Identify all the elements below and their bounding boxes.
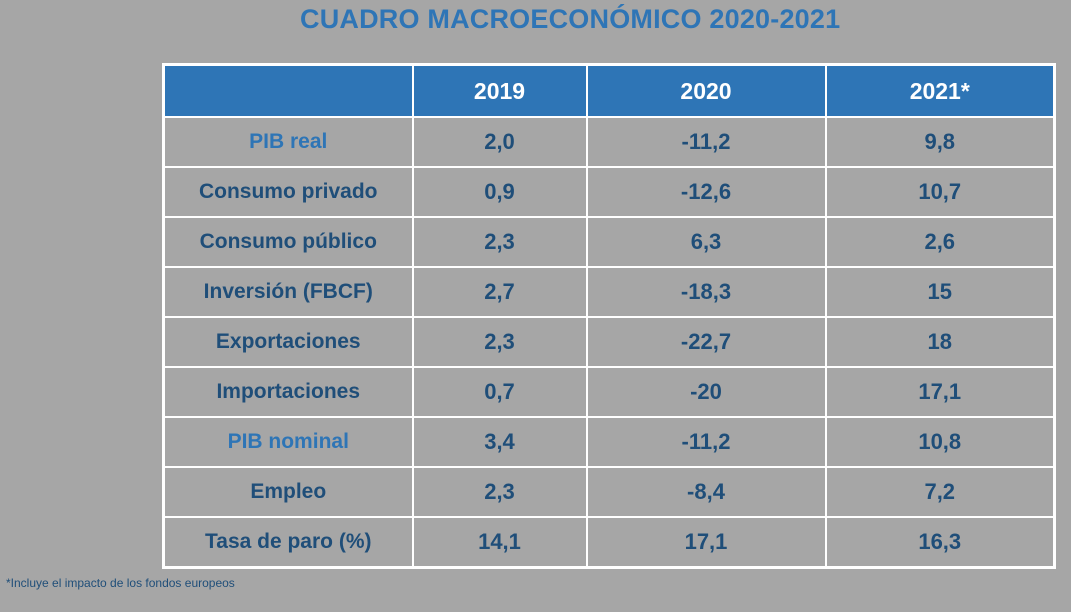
header-cell-2019: 2019 bbox=[411, 63, 588, 118]
value-cell: 2,3 bbox=[411, 316, 588, 368]
footnote: *Incluye el impacto de los fondos europe… bbox=[6, 576, 235, 590]
value-cell: 3,4 bbox=[411, 416, 588, 468]
value-cell: 7,2 bbox=[824, 466, 1056, 518]
value-cell: 2,6 bbox=[824, 216, 1056, 268]
value-cell: -11,2 bbox=[585, 116, 827, 168]
header-cell-2021: 2021* bbox=[824, 63, 1056, 118]
table-body: PIB real 2,0 -11,2 9,8 Consumo privado 0,9 -12… bbox=[162, 116, 1056, 569]
row-label: PIB nominal bbox=[162, 416, 414, 468]
table-row: Consumo privado 0,9 -12,6 10,7 bbox=[162, 166, 1056, 218]
value-cell: 2,0 bbox=[411, 116, 588, 168]
value-cell: 2,3 bbox=[411, 466, 588, 518]
value-cell: -20 bbox=[585, 366, 827, 418]
row-label: Consumo público bbox=[162, 216, 414, 268]
value-cell: 0,7 bbox=[411, 366, 588, 418]
header-cell-empty bbox=[162, 63, 414, 118]
value-cell: 16,3 bbox=[824, 516, 1056, 569]
row-label: Consumo privado bbox=[162, 166, 414, 218]
value-cell: -12,6 bbox=[585, 166, 827, 218]
row-label: PIB real bbox=[162, 116, 414, 168]
row-label: Importaciones bbox=[162, 366, 414, 418]
table-header-row: 2019 2020 2021* bbox=[162, 63, 1056, 118]
value-cell: 10,7 bbox=[824, 166, 1056, 218]
value-cell: -8,4 bbox=[585, 466, 827, 518]
value-cell: 17,1 bbox=[585, 516, 827, 569]
value-cell: -18,3 bbox=[585, 266, 827, 318]
value-cell: 6,3 bbox=[585, 216, 827, 268]
value-cell: 10,8 bbox=[824, 416, 1056, 468]
table-row: Empleo 2,3 -8,4 7,2 bbox=[162, 466, 1056, 518]
table-row: PIB real 2,0 -11,2 9,8 bbox=[162, 116, 1056, 168]
table-row: Importaciones 0,7 -20 17,1 bbox=[162, 366, 1056, 418]
table-row: Tasa de paro (%) 14,1 17,1 16,3 bbox=[162, 516, 1056, 569]
table-row: Inversión (FBCF) 2,7 -18,3 15 bbox=[162, 266, 1056, 318]
value-cell: 0,9 bbox=[411, 166, 588, 218]
macro-table: 2019 2020 2021* PIB real 2,0 -11,2 9,8 Consu… bbox=[162, 63, 1056, 569]
value-cell: 2,7 bbox=[411, 266, 588, 318]
value-cell: -22,7 bbox=[585, 316, 827, 368]
value-cell: 9,8 bbox=[824, 116, 1056, 168]
value-cell: 14,1 bbox=[411, 516, 588, 569]
table-row: Consumo público 2,3 6,3 2,6 bbox=[162, 216, 1056, 268]
table-row: Exportaciones 2,3 -22,7 18 bbox=[162, 316, 1056, 368]
value-cell: 17,1 bbox=[824, 366, 1056, 418]
header-cell-2020: 2020 bbox=[585, 63, 827, 118]
page-title: CUADRO MACROECONÓMICO 2020-2021 bbox=[300, 4, 841, 34]
row-label: Empleo bbox=[162, 466, 414, 518]
value-cell: 2,3 bbox=[411, 216, 588, 268]
value-cell: 15 bbox=[824, 266, 1056, 318]
table-row: PIB nominal 3,4 -11,2 10,8 bbox=[162, 416, 1056, 468]
row-label: Exportaciones bbox=[162, 316, 414, 368]
value-cell: -11,2 bbox=[585, 416, 827, 468]
row-label: Inversión (FBCF) bbox=[162, 266, 414, 318]
value-cell: 18 bbox=[824, 316, 1056, 368]
row-label: Tasa de paro (%) bbox=[162, 516, 414, 569]
